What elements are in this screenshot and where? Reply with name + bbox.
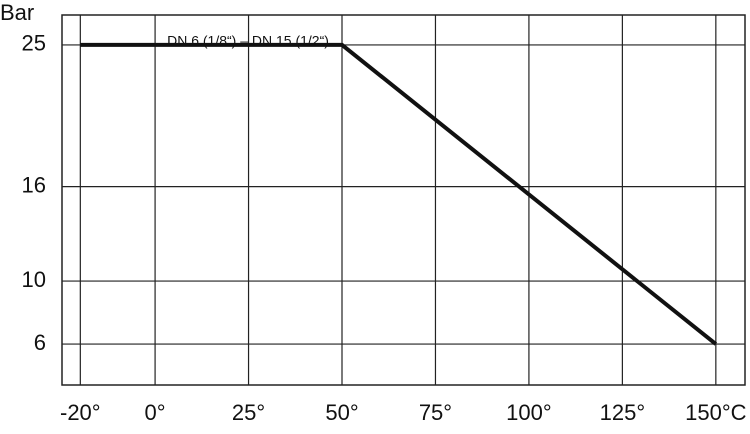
x-tick-label: 50°: [325, 400, 358, 425]
x-tick-label: 100°: [506, 400, 552, 425]
plot-frame: [61, 14, 746, 386]
x-tick-label: 125°: [600, 400, 646, 425]
x-tick-label: -20°: [60, 400, 101, 425]
y-axis-label: Bar: [0, 0, 34, 25]
x-tick-label: 75°: [419, 400, 452, 425]
x-tick-label: 150°C: [685, 400, 747, 425]
y-tick-label: 6: [34, 330, 46, 355]
x-tick-label: 25°: [232, 400, 265, 425]
x-tick-label: 0°: [145, 400, 166, 425]
y-tick-label: 16: [22, 172, 46, 197]
data-line: [80, 42, 718, 346]
y-tick-label: 25: [22, 31, 46, 56]
y-tick-label: 10: [22, 267, 46, 292]
